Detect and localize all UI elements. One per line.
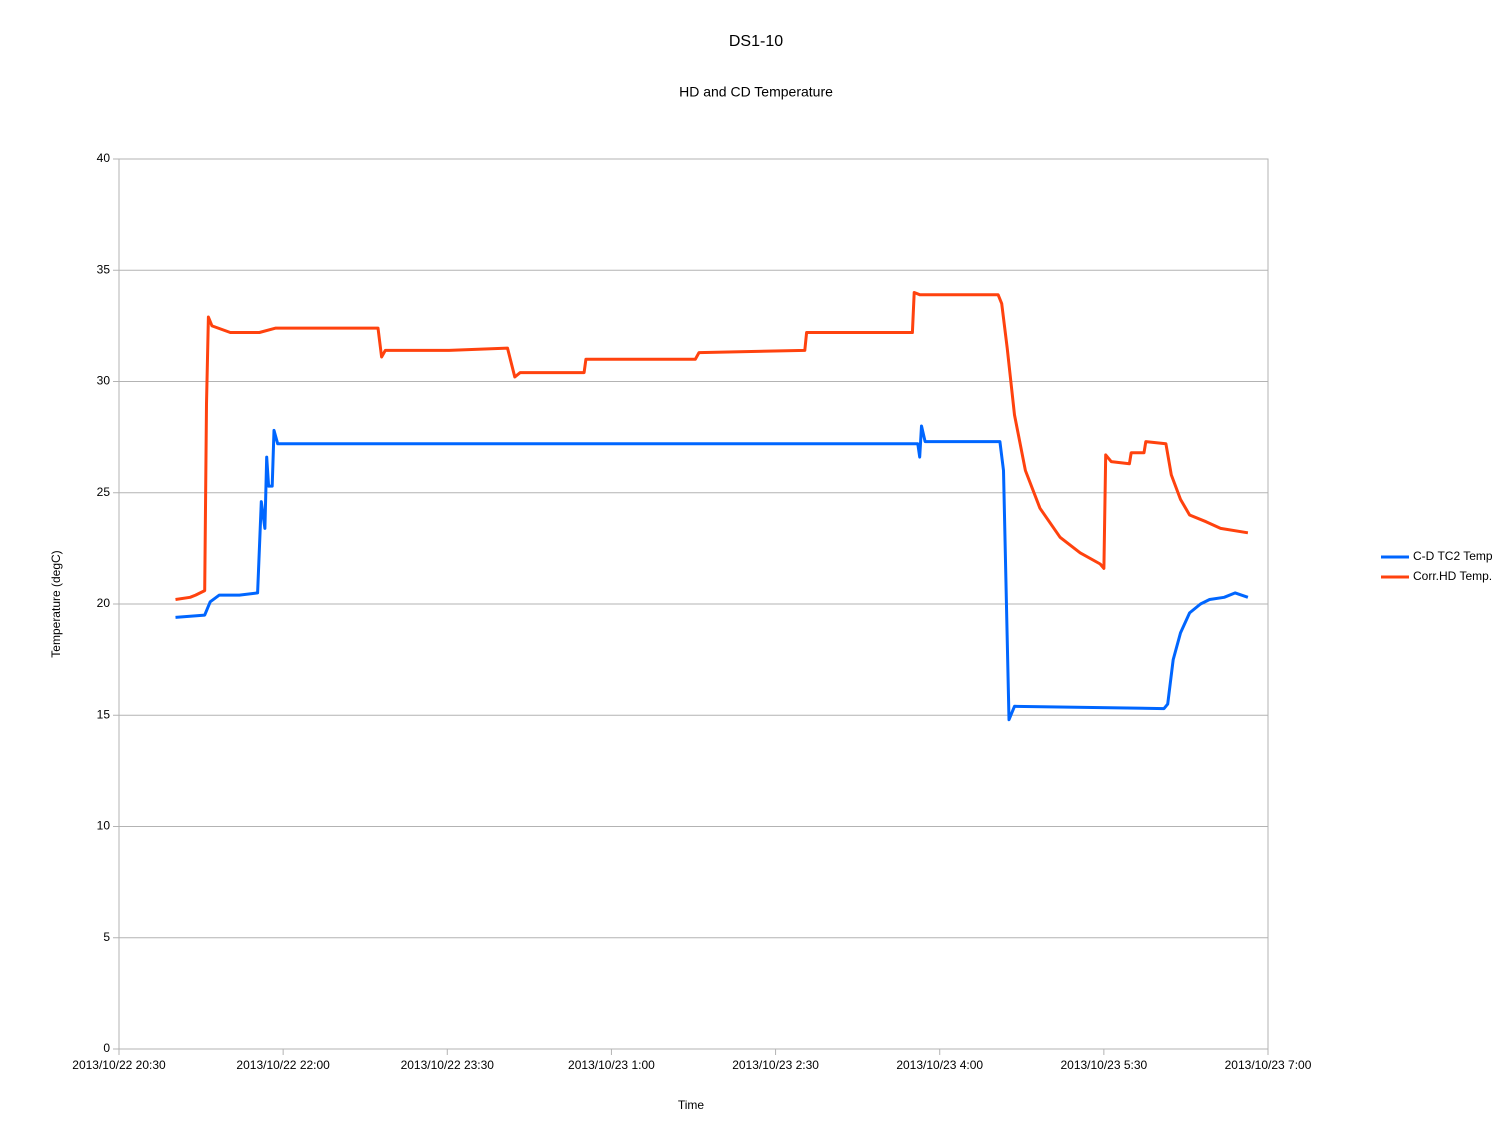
y-tick-label: 25	[97, 485, 111, 499]
x-tick-label: 2013/10/22 20:30	[72, 1058, 166, 1072]
legend-label: C-D TC2 Temp	[1413, 549, 1493, 563]
x-tick-label: 2013/10/23 2:30	[732, 1058, 819, 1072]
x-tick-label: 2013/10/22 22:00	[236, 1058, 330, 1072]
series-line	[175, 291, 1249, 601]
plot-border	[118, 158, 1269, 1050]
y-tick-label: 30	[97, 374, 111, 388]
legend-label: Corr.HD Temp.	[1413, 569, 1492, 583]
y-tick-label: 20	[97, 596, 111, 610]
x-tick-label: 2013/10/23 5:30	[1060, 1058, 1147, 1072]
x-axis-label: Time	[678, 1098, 705, 1112]
y-tick-label: 40	[97, 151, 111, 165]
y-tick-label: 10	[97, 819, 111, 833]
y-tick-label: 0	[103, 1041, 110, 1055]
chart-subtitle: HD and CD Temperature	[679, 84, 833, 100]
y-tick-label: 5	[103, 930, 110, 944]
chart-title: DS1-10	[729, 33, 783, 50]
y-tick-label: 15	[97, 707, 111, 721]
y-tick-label: 35	[97, 262, 111, 276]
x-tick-label: 2013/10/23 1:00	[568, 1058, 655, 1072]
y-axis-label: Temperature (degC)	[49, 550, 63, 657]
x-tick-label: 2013/10/23 7:00	[1225, 1058, 1312, 1072]
x-tick-label: 2013/10/23 4:00	[896, 1058, 983, 1072]
series-line	[175, 424, 1249, 722]
x-tick-label: 2013/10/22 23:30	[401, 1058, 495, 1072]
